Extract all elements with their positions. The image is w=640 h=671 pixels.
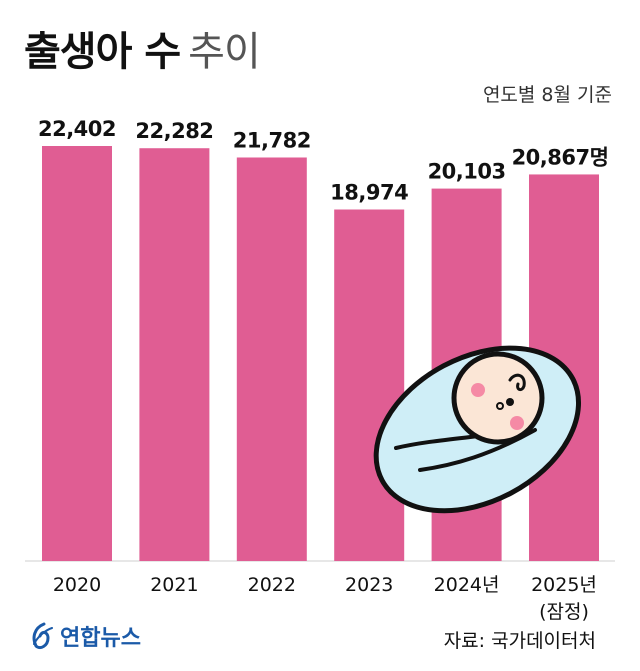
title-sub: 추이: [188, 29, 261, 75]
bar-2020: [42, 146, 112, 561]
bar-2022: [236, 157, 307, 561]
value-label-2022: 21,782: [233, 128, 311, 152]
logo-text: 연합뉴스: [60, 626, 141, 651]
value-label-2025년: 20,867명: [512, 145, 609, 169]
x-tick-label-2020: 2020: [53, 574, 101, 596]
value-label-2020: 22,402: [38, 117, 116, 141]
value-label-2023: 18,974: [330, 181, 408, 205]
x-tick-label-2022: 2022: [248, 574, 296, 596]
source-note: 자료: 국가데이터처: [443, 630, 596, 652]
x-tick-note-2025년: (잠정): [539, 601, 589, 623]
value-label-2021: 22,282: [135, 119, 213, 143]
bar-2021: [139, 148, 210, 561]
publisher-logo: 연합뉴스: [30, 620, 141, 652]
bar-2023: [334, 209, 405, 561]
bars-group: [42, 146, 599, 561]
chart-title: 출생아 수 추이: [24, 28, 261, 76]
chart-subtitle: 연도별 8월 기준: [482, 84, 612, 106]
title-main: 출생아 수: [24, 29, 181, 75]
x-tick-labels-group: 2020 2021 2022 2023 2024년 2025년 (잠정): [53, 574, 597, 623]
x-tick-label-2021: 2021: [150, 574, 198, 596]
value-label-2024년: 20,103: [428, 160, 506, 184]
x-tick-label-2024년: 2024년: [434, 574, 500, 596]
x-tick-label-2025년: 2025년: [531, 574, 597, 596]
logo-mark-icon: [30, 622, 54, 650]
x-tick-label-2023: 2023: [345, 574, 393, 596]
baby-illustration: [373, 345, 582, 514]
